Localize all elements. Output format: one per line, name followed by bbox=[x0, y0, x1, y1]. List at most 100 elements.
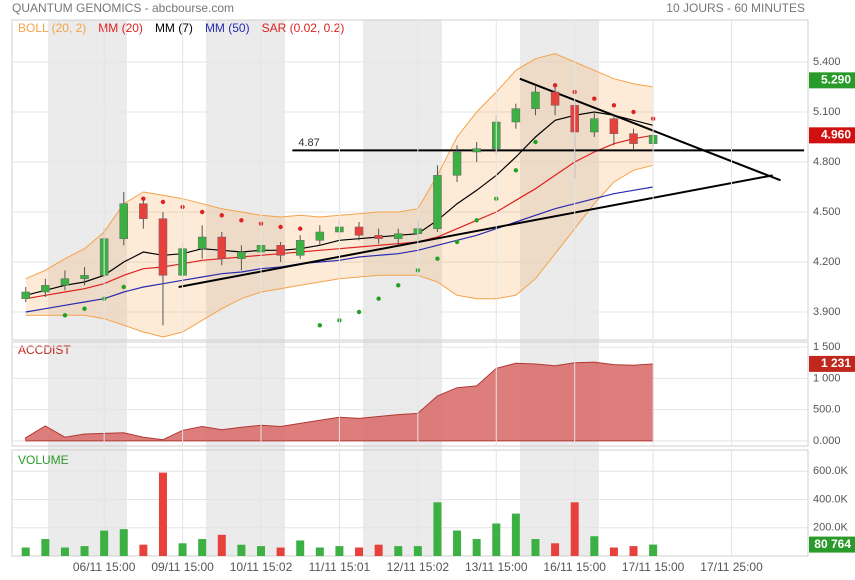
sar-dot bbox=[513, 168, 519, 173]
candle-body bbox=[433, 175, 442, 229]
horizontal-line-label: 4.87 bbox=[298, 137, 319, 149]
y-tick-label: 4.500 bbox=[813, 206, 841, 218]
panel-title: ACCDIST bbox=[18, 343, 71, 357]
candle-body bbox=[217, 236, 227, 259]
volume-bar bbox=[453, 530, 462, 556]
candle-body bbox=[590, 118, 599, 133]
sar-dot bbox=[121, 284, 126, 290]
day-band bbox=[363, 20, 442, 556]
volume-bar bbox=[433, 502, 442, 556]
trendline bbox=[519, 77, 781, 182]
volume-bar bbox=[21, 547, 30, 556]
volume-bar bbox=[100, 530, 109, 556]
y-tick-label: 1 000 bbox=[813, 372, 841, 384]
value-box-label: 80 764 bbox=[814, 537, 851, 551]
sar-dot bbox=[435, 256, 440, 261]
candle-body bbox=[393, 233, 403, 239]
candle-body bbox=[197, 236, 207, 249]
volume-bar bbox=[60, 547, 69, 556]
value-box bbox=[809, 355, 855, 372]
day-shading bbox=[48, 20, 599, 556]
candle-body bbox=[315, 231, 325, 241]
candle-body bbox=[139, 203, 148, 219]
volume-bar bbox=[139, 544, 148, 556]
sar-dot bbox=[396, 283, 401, 288]
volume-bar bbox=[256, 546, 265, 556]
volume-bar bbox=[511, 513, 520, 556]
y-tick-label: 4.200 bbox=[813, 256, 841, 268]
candle-body bbox=[119, 203, 129, 239]
candle-body bbox=[354, 226, 364, 236]
sar-dot bbox=[239, 218, 244, 223]
y-tick-label: 5.100 bbox=[813, 106, 841, 118]
value-box bbox=[809, 72, 855, 89]
panel-frame bbox=[11, 449, 809, 557]
volume-bar bbox=[531, 539, 540, 556]
value-box bbox=[809, 127, 855, 144]
candle-body bbox=[531, 91, 540, 109]
value-box-label: 1 231 bbox=[821, 356, 851, 370]
sar-dot bbox=[552, 83, 558, 88]
sar-dot bbox=[298, 226, 303, 231]
volume-bar bbox=[178, 543, 187, 556]
day-band bbox=[206, 20, 285, 556]
x-tick-label: 09/11 15:00 bbox=[151, 560, 214, 574]
volume-bar bbox=[315, 547, 324, 556]
y-tick-label: 0.000 bbox=[813, 435, 841, 447]
volume-bar bbox=[237, 544, 246, 556]
candle-body bbox=[472, 148, 481, 153]
volume-bar bbox=[551, 543, 560, 556]
y-tick-label: 600.0K bbox=[813, 465, 849, 477]
candle-body bbox=[629, 133, 638, 144]
y-tick-label: 500.0 bbox=[813, 404, 841, 416]
volume-bar bbox=[629, 546, 638, 556]
sar-dot bbox=[317, 323, 323, 328]
sar-dot bbox=[592, 96, 597, 101]
candle-body bbox=[374, 235, 383, 239]
candle-body bbox=[276, 245, 285, 256]
legend-entry: MM (7) bbox=[155, 21, 193, 35]
legend-entry: BOLL (20, 2) bbox=[18, 21, 86, 35]
volume-bar bbox=[649, 544, 658, 556]
x-tick-label: 13/11 15:00 bbox=[465, 560, 528, 574]
value-box-label: 5.290 bbox=[821, 73, 851, 87]
chart-subtitle: 10 JOURS - 60 MINUTES bbox=[666, 1, 805, 15]
candle-body bbox=[158, 218, 168, 276]
candle-body bbox=[452, 151, 462, 176]
panel-frame bbox=[11, 341, 809, 447]
x-tick-label: 06/11 15:00 bbox=[73, 560, 136, 574]
sar-dot bbox=[533, 139, 538, 145]
volume-bar bbox=[217, 534, 226, 556]
y-tick-label: 1 500 bbox=[813, 341, 841, 353]
volume-bar bbox=[570, 502, 579, 556]
sar-dot bbox=[356, 309, 362, 315]
panel-title: VOLUME bbox=[18, 453, 69, 467]
candle-body bbox=[550, 91, 560, 106]
candle-body bbox=[80, 275, 89, 279]
sar-dot bbox=[454, 239, 460, 245]
candle-body bbox=[609, 118, 619, 134]
legend-entry: MM (50) bbox=[205, 21, 250, 35]
y-tick-label: 5.400 bbox=[813, 56, 841, 68]
candle-body bbox=[511, 108, 521, 123]
sar-dot bbox=[376, 296, 381, 301]
sar-dot bbox=[631, 109, 636, 115]
volume-bar bbox=[394, 546, 403, 556]
value-box-label: 4.960 bbox=[821, 128, 851, 142]
volume-bar bbox=[41, 539, 50, 556]
y-tick-label: 3.900 bbox=[813, 306, 841, 318]
trendline bbox=[178, 174, 773, 288]
sar-dot bbox=[278, 224, 283, 230]
volume-bar bbox=[374, 544, 383, 556]
candle-body bbox=[41, 285, 50, 293]
volume-bar bbox=[590, 536, 599, 556]
volume-bar bbox=[119, 529, 128, 556]
volume-bar bbox=[609, 547, 618, 556]
sar-dot bbox=[82, 306, 87, 311]
x-tick-label: 12/11 15:02 bbox=[387, 560, 450, 574]
volume-bar bbox=[80, 546, 89, 556]
volume-bar bbox=[158, 472, 167, 556]
legend-entry: SAR (0.02, 0.2) bbox=[262, 21, 345, 35]
